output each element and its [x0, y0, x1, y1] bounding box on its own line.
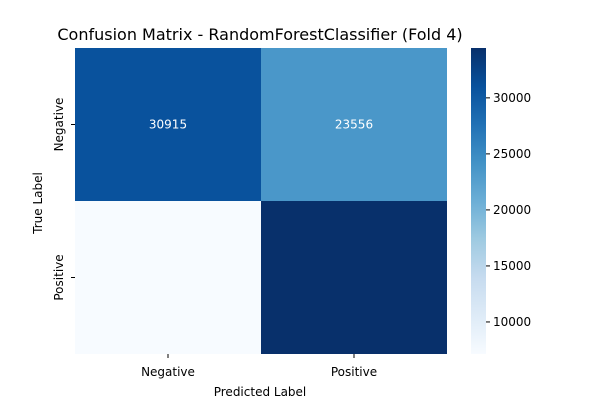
y-axis-label: True Label — [31, 172, 45, 235]
colorbar — [471, 48, 486, 354]
heatmap-cell-r0-c0 — [75, 48, 261, 201]
x-axis-ticks: Negative Positive — [141, 354, 377, 379]
x-axis-label: Predicted Label — [214, 385, 307, 399]
cell-label-r0-c0: 30915 — [149, 118, 187, 132]
colorbar-tick-label: 25000 — [493, 147, 531, 161]
heatmap-cell-r1-c0 — [75, 201, 261, 354]
heatmap-cell-labels: 30915 23556 — [149, 118, 373, 132]
colorbar-ticks: 10000 15000 20000 25000 30000 — [486, 91, 531, 329]
colorbar-tick-label: 30000 — [493, 91, 531, 105]
heatmap-cell-r0-c1 — [261, 48, 447, 201]
colorbar-tick-label: 10000 — [493, 315, 531, 329]
colorbar-tick-label: 20000 — [493, 203, 531, 217]
heatmap-cells — [75, 48, 447, 354]
colorbar-tick-label: 15000 — [493, 259, 531, 273]
chart-title: Confusion Matrix - RandomForestClassifie… — [57, 25, 462, 44]
x-tick-label: Positive — [331, 365, 377, 379]
heatmap-cell-r1-c1 — [261, 201, 447, 354]
y-tick-label: Positive — [52, 254, 66, 300]
y-axis-ticks: Negative Positive — [52, 98, 75, 301]
x-tick-label: Negative — [141, 365, 195, 379]
y-tick-label: Negative — [52, 98, 66, 152]
cell-label-r0-c1: 23556 — [335, 118, 373, 132]
